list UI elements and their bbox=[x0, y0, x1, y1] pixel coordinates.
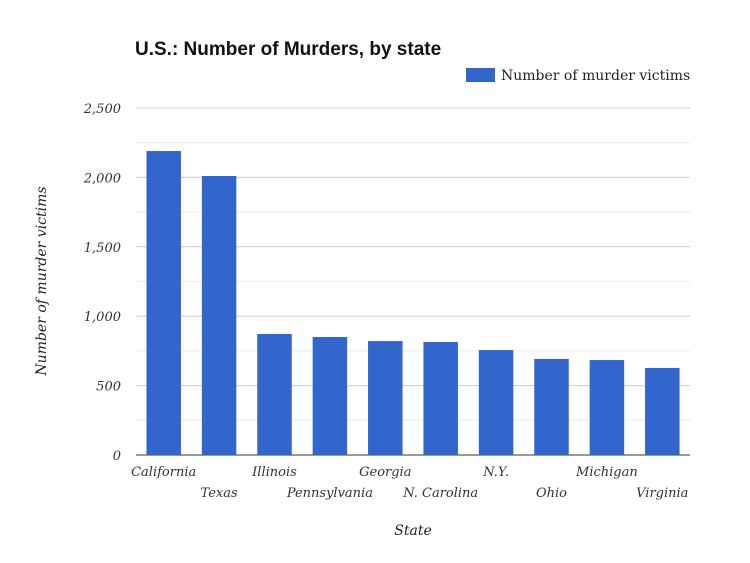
x-tick-label: Texas bbox=[201, 486, 238, 501]
x-tick-label: Ohio bbox=[536, 486, 567, 501]
x-tick-label: Pennsylvania bbox=[286, 486, 373, 501]
x-tick-label: Michigan bbox=[575, 465, 638, 480]
bar-illinois[interactable] bbox=[257, 333, 292, 455]
y-tick-label: 0 bbox=[113, 449, 121, 464]
x-tick-label: Virginia bbox=[636, 486, 688, 501]
x-tick-label: Illinois bbox=[251, 465, 297, 480]
bar-virginia[interactable] bbox=[645, 367, 680, 455]
bar-georgia[interactable] bbox=[368, 341, 403, 455]
y-tick-label: 1,500 bbox=[84, 241, 121, 256]
y-tick-label: 1,000 bbox=[84, 310, 121, 325]
legend-swatch bbox=[466, 68, 495, 82]
bar-texas[interactable] bbox=[201, 176, 237, 455]
x-tick-label: N.Y. bbox=[482, 465, 509, 480]
bar-california[interactable] bbox=[146, 151, 181, 455]
y-tick-label: 2,500 bbox=[83, 102, 121, 117]
legend-label[interactable]: Number of murder victims bbox=[501, 68, 690, 84]
bar-michigan[interactable] bbox=[589, 360, 625, 455]
bar-n-carolina[interactable] bbox=[423, 342, 458, 455]
chart-title: U.S.: Number of Murders, by state bbox=[135, 39, 441, 60]
x-axis-label: State bbox=[394, 523, 431, 539]
y-tick-label: 500 bbox=[96, 380, 121, 395]
bar-ohio[interactable] bbox=[534, 358, 569, 455]
y-axis-label: Number of murder victims bbox=[34, 186, 50, 376]
x-tick-label: Georgia bbox=[359, 465, 411, 480]
x-tick-label: California bbox=[131, 465, 196, 480]
y-tick-label: 2,000 bbox=[83, 171, 121, 186]
bar-pennsylvania[interactable] bbox=[312, 337, 348, 455]
bar-n-y-[interactable] bbox=[478, 350, 514, 455]
x-tick-label: N. Carolina bbox=[402, 486, 478, 501]
